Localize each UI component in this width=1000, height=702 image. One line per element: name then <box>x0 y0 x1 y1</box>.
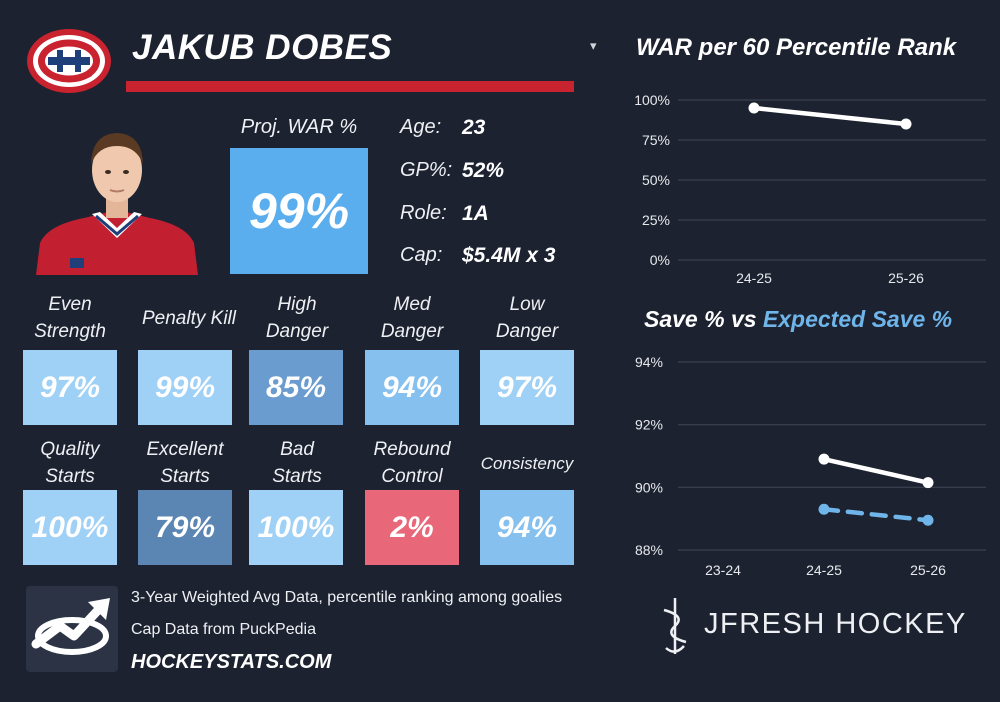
rebound-control-value: 2% <box>365 490 459 565</box>
y-tick-label: 100% <box>634 92 670 108</box>
proj-war-value: 99% <box>230 148 368 274</box>
player-name: JAKUB DOBES <box>132 28 393 67</box>
excellent-starts-label: Excellent Starts <box>146 439 224 487</box>
gp-value: 52% <box>462 159 505 182</box>
high-danger-value: 85% <box>249 350 343 425</box>
data-point <box>900 118 912 130</box>
gp-label: GP%: <box>400 159 453 181</box>
data-point <box>818 503 830 515</box>
med-danger-label: Med Danger <box>380 294 444 342</box>
y-tick-label: 94% <box>635 354 663 370</box>
age-value: 23 <box>462 116 486 139</box>
save-pct-chart: 88% 90% 92% 94% 23-24 24-25 25-26 <box>635 354 986 578</box>
series-line <box>821 507 931 523</box>
penalty-kill-label: Penalty Kill <box>142 308 236 329</box>
data-point <box>922 477 934 489</box>
data-point <box>748 102 760 114</box>
rebound-control-label: Rebound Control <box>373 439 451 487</box>
penalty-kill-value: 99% <box>138 350 232 425</box>
med-danger-value: 94% <box>365 350 459 425</box>
consistency-value: 94% <box>480 490 574 565</box>
chevron-down-icon[interactable]: ▾ <box>590 38 597 53</box>
war-percentile-chart: 0% 25% 50% 75% 100% 24-25 25-26 <box>634 92 986 286</box>
y-tick-label: 50% <box>642 172 670 188</box>
consistency-label: Consistency <box>480 454 574 473</box>
even-strength-value: 97% <box>23 350 117 425</box>
high-danger-label: High Danger <box>265 294 329 342</box>
x-tick-label: 24-25 <box>736 270 772 286</box>
x-tick-label: 25-26 <box>910 562 946 578</box>
data-note: 3-Year Weighted Avg Data, percentile ran… <box>131 589 563 606</box>
war-chart-title: WAR per 60 Percentile Rank <box>636 34 957 61</box>
x-tick-label: 25-26 <box>888 270 924 286</box>
brand-name: JFRESH HOCKEY <box>704 608 967 640</box>
cap-value: $5.4M x 3 <box>462 244 556 267</box>
save-title-part1: Save % vs <box>644 306 763 332</box>
canadiens-logo-icon <box>27 29 111 93</box>
even-strength-label: Even Strength <box>34 294 106 342</box>
y-tick-label: 88% <box>635 542 663 558</box>
bad-starts-label: Bad Starts <box>272 439 322 487</box>
save-title-part2: Expected Save % <box>762 306 953 332</box>
quality-starts-label: Quality Starts <box>40 439 100 487</box>
series-line <box>821 456 931 485</box>
low-danger-label: Low Danger <box>495 294 559 342</box>
y-tick-label: 90% <box>635 479 663 495</box>
y-tick-label: 25% <box>642 212 670 228</box>
name-underline <box>126 81 574 92</box>
x-tick-label: 24-25 <box>806 562 842 578</box>
cap-source-note: Cap Data from PuckPedia <box>131 621 316 638</box>
excellent-starts-value: 79% <box>138 490 232 565</box>
cap-label: Cap: <box>400 244 443 266</box>
y-tick-label: 0% <box>650 252 670 268</box>
age-label: Age: <box>400 116 442 138</box>
y-tick-label: 75% <box>642 132 670 148</box>
low-danger-value: 97% <box>480 350 574 425</box>
data-point <box>818 453 830 465</box>
role-label: Role: <box>400 202 447 224</box>
series-line <box>751 105 909 127</box>
player-photo <box>36 133 198 275</box>
jfresh-logo-icon <box>663 598 687 654</box>
y-tick-label: 92% <box>635 417 663 433</box>
data-point <box>922 514 934 526</box>
x-tick-label: 23-24 <box>705 562 741 578</box>
role-value: 1A <box>462 202 489 225</box>
trend-arrow-icon <box>26 586 118 672</box>
site-name[interactable]: HOCKEYSTATS.COM <box>131 651 332 673</box>
quality-starts-value: 100% <box>23 490 117 565</box>
proj-war-label: Proj. WAR % <box>240 116 358 138</box>
save-chart-title: Save % vs Expected Save % <box>644 306 952 333</box>
bad-starts-value: 100% <box>249 490 343 565</box>
